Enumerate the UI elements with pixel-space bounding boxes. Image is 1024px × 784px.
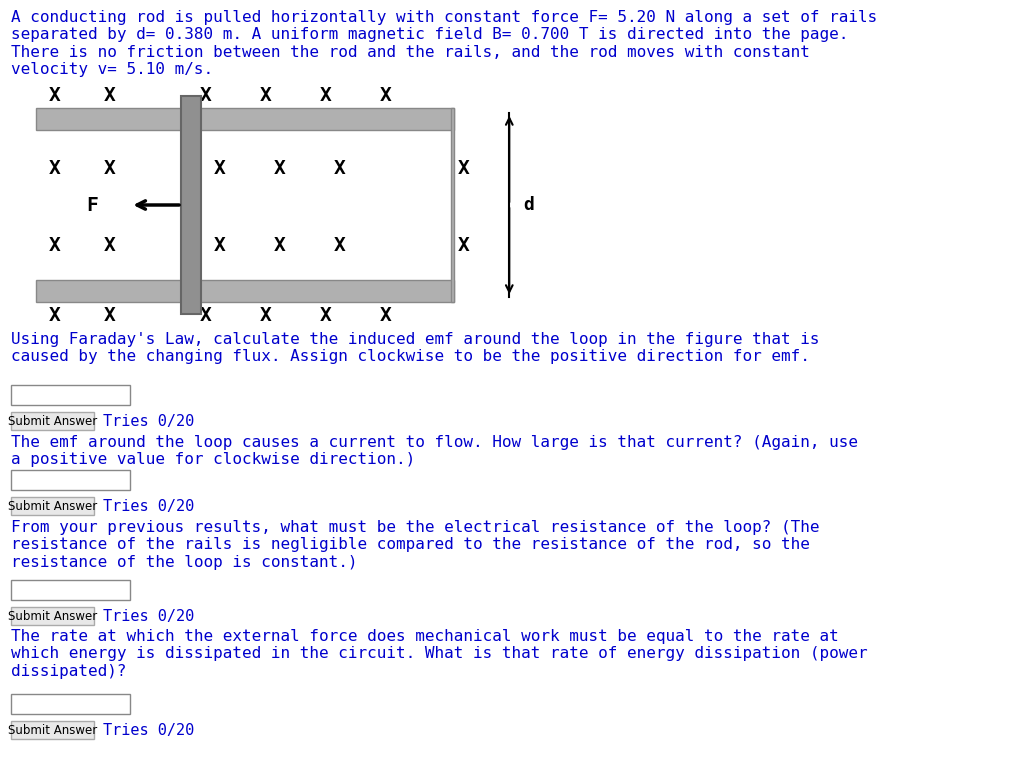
- Text: X: X: [214, 235, 225, 255]
- Text: X: X: [48, 306, 60, 325]
- Text: X: X: [48, 235, 60, 255]
- Text: The emf around the loop causes a current to flow. How large is that current? (Ag: The emf around the loop causes a current…: [11, 435, 858, 467]
- Text: X: X: [319, 306, 331, 325]
- Bar: [11, 580, 130, 600]
- Bar: [11, 385, 130, 405]
- FancyBboxPatch shape: [36, 280, 454, 302]
- Text: X: X: [260, 306, 271, 325]
- Text: Submit Answer: Submit Answer: [7, 499, 97, 513]
- Text: From your previous results, what must be the electrical resistance of the loop? : From your previous results, what must be…: [11, 520, 819, 570]
- Text: X: X: [103, 235, 115, 255]
- Text: Submit Answer: Submit Answer: [7, 415, 97, 427]
- Text: A conducting rod is pulled horizontally with constant force F= 5.20 N along a se: A conducting rod is pulled horizontally …: [11, 10, 878, 77]
- Text: Tries 0/20: Tries 0/20: [102, 413, 195, 429]
- Text: Submit Answer: Submit Answer: [7, 724, 97, 736]
- FancyBboxPatch shape: [36, 108, 454, 130]
- Text: X: X: [103, 158, 115, 177]
- Text: Using Faraday's Law, calculate the induced emf around the loop in the figure tha: Using Faraday's Law, calculate the induc…: [11, 332, 819, 365]
- Bar: [11, 412, 93, 430]
- Text: X: X: [273, 158, 286, 177]
- FancyBboxPatch shape: [452, 108, 454, 302]
- Text: Tries 0/20: Tries 0/20: [102, 723, 195, 738]
- Text: X: X: [458, 235, 469, 255]
- Text: X: X: [214, 158, 225, 177]
- Text: Submit Answer: Submit Answer: [7, 609, 97, 622]
- Text: X: X: [200, 306, 212, 325]
- Text: X: X: [458, 158, 469, 177]
- Text: X: X: [48, 85, 60, 104]
- Text: X: X: [260, 85, 271, 104]
- Text: X: X: [48, 158, 60, 177]
- Bar: [11, 607, 93, 625]
- Text: X: X: [333, 235, 345, 255]
- Text: Tries 0/20: Tries 0/20: [102, 608, 195, 623]
- Text: X: X: [103, 306, 115, 325]
- Bar: [11, 694, 130, 714]
- FancyBboxPatch shape: [181, 96, 202, 314]
- Text: F: F: [86, 195, 98, 215]
- Text: X: X: [379, 85, 391, 104]
- Text: X: X: [103, 85, 115, 104]
- Bar: [11, 721, 93, 739]
- Text: The rate at which the external force does mechanical work must be equal to the r: The rate at which the external force doe…: [11, 629, 867, 679]
- Bar: [11, 497, 93, 515]
- Text: X: X: [273, 235, 286, 255]
- Text: X: X: [379, 306, 391, 325]
- Bar: [11, 470, 130, 490]
- Text: X: X: [319, 85, 331, 104]
- Text: Tries 0/20: Tries 0/20: [102, 499, 195, 514]
- Text: X: X: [200, 85, 212, 104]
- Text: d: d: [523, 196, 534, 214]
- Text: X: X: [333, 158, 345, 177]
